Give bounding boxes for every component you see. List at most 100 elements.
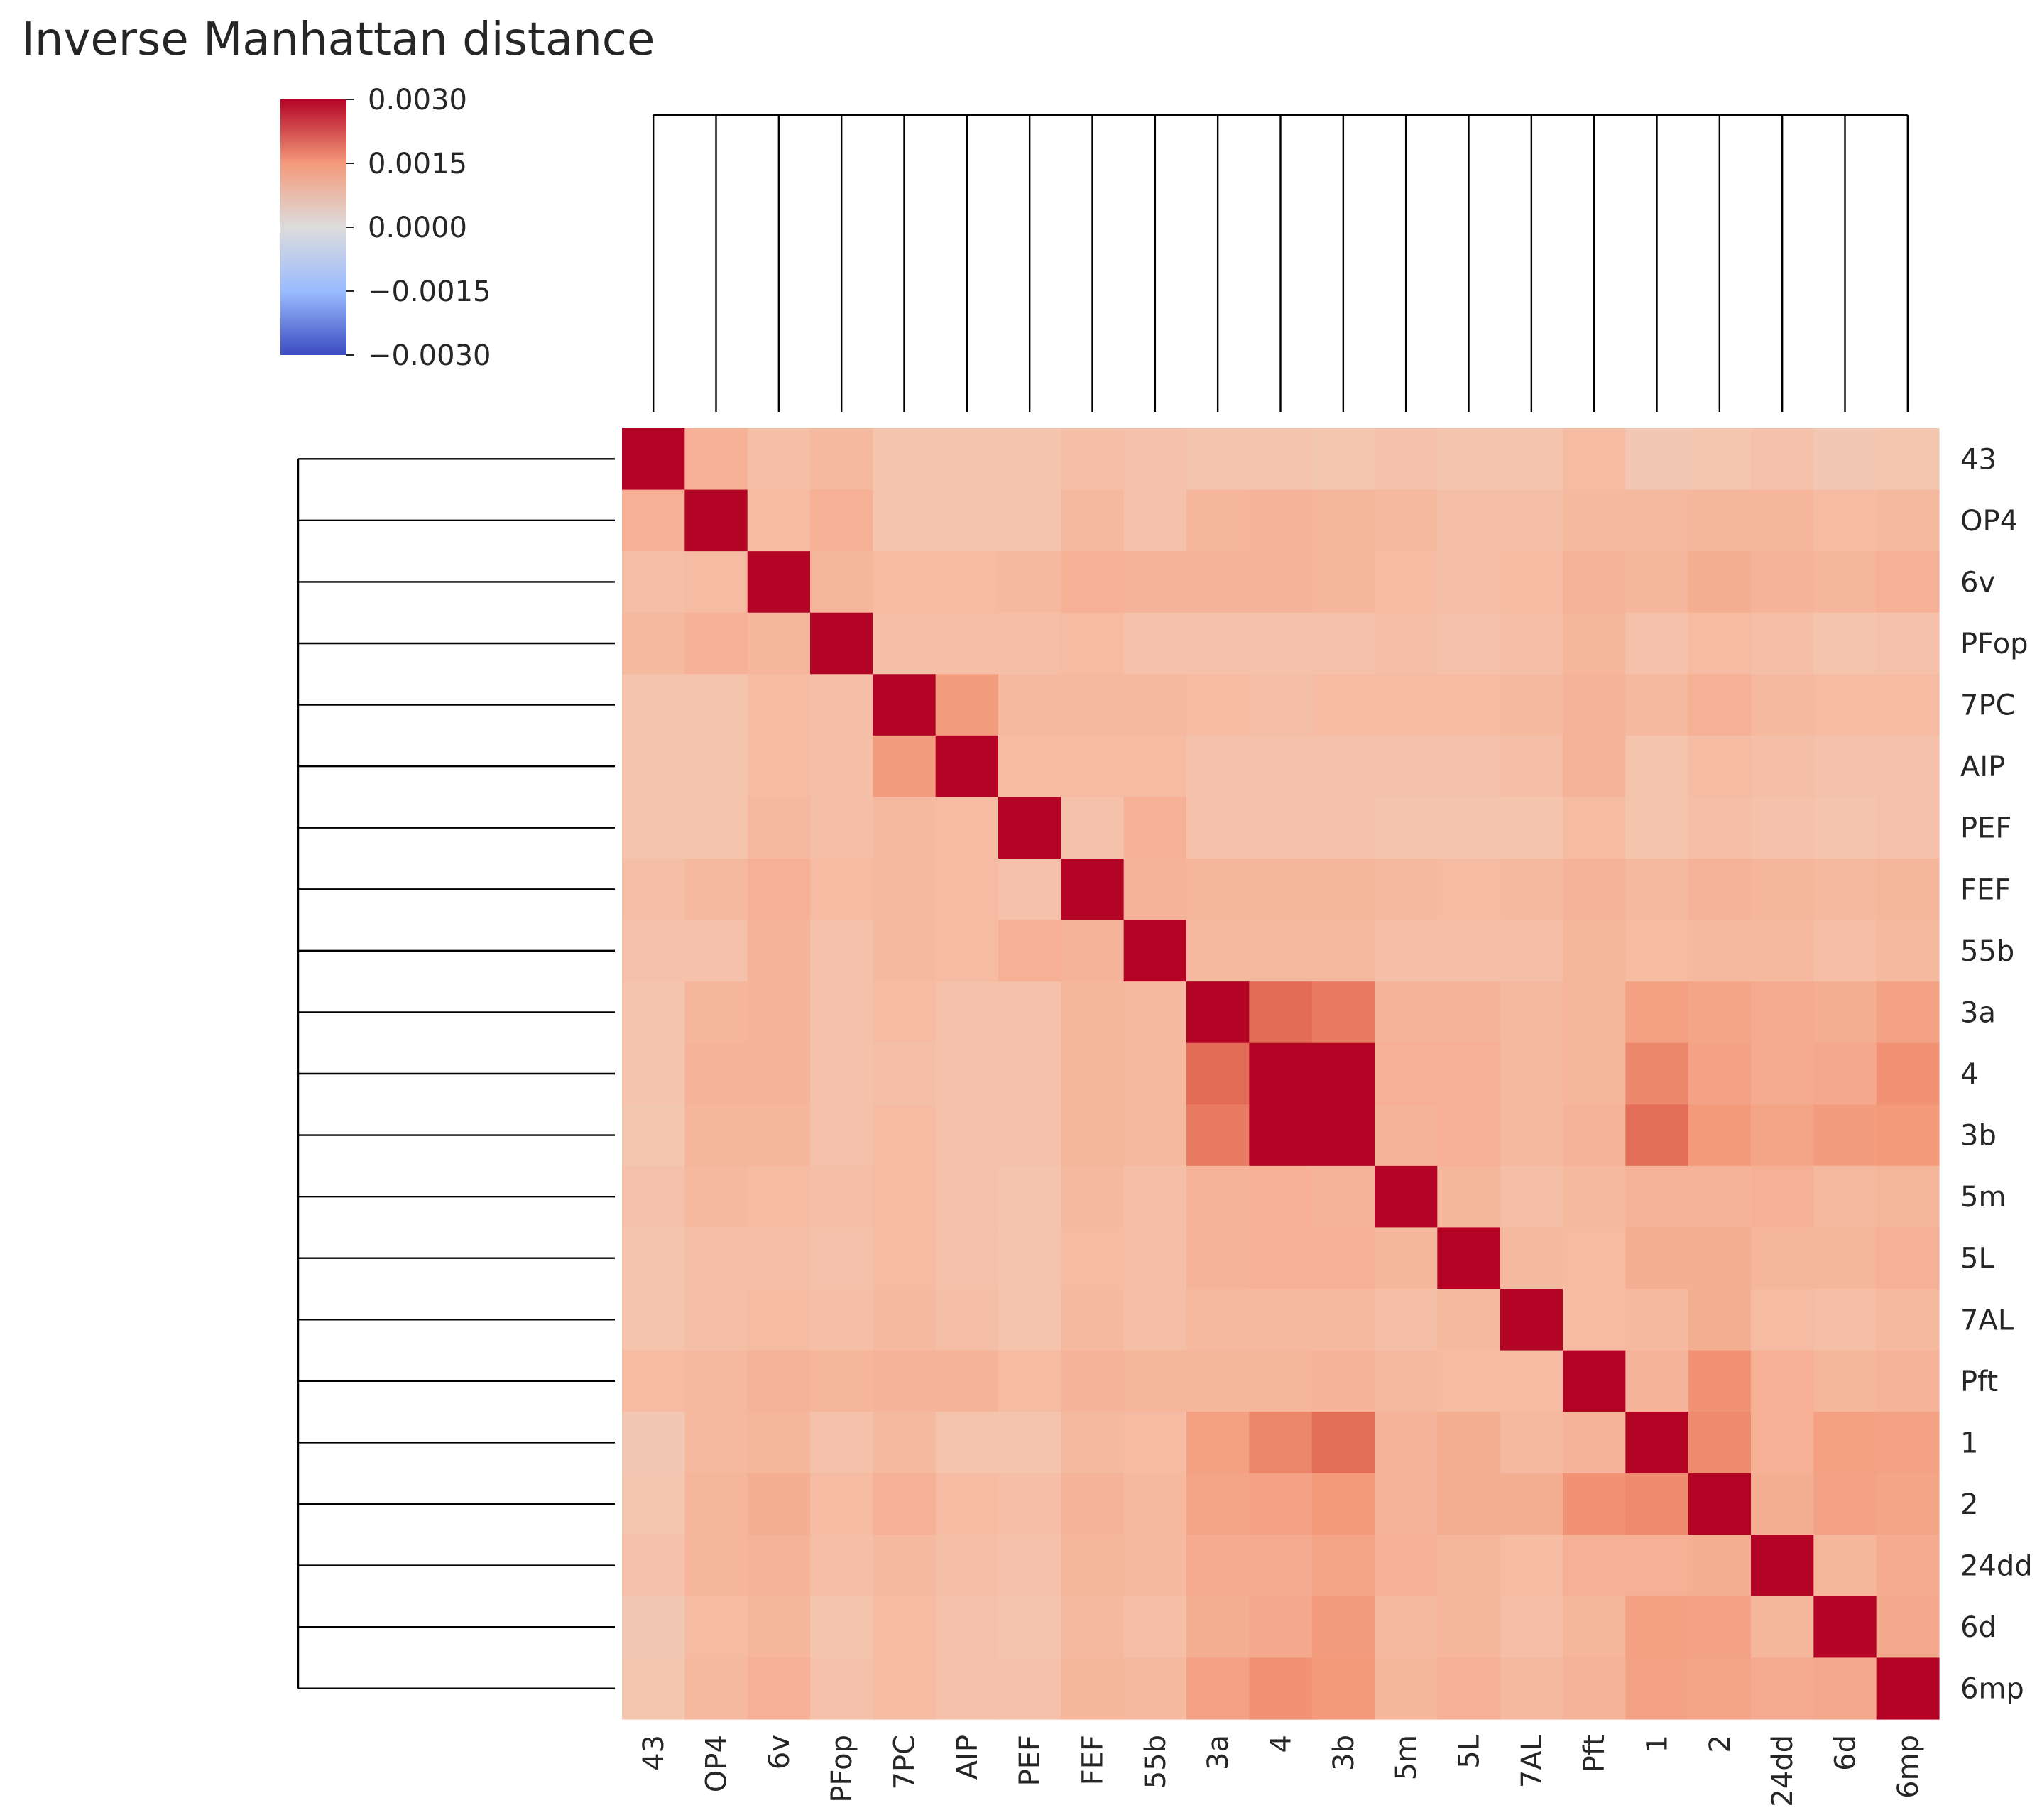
heatmap-cell — [998, 1042, 1061, 1105]
column-label: 6mp — [1892, 1735, 1925, 1799]
heatmap-cell — [1813, 1227, 1877, 1290]
heatmap-cell — [1375, 1473, 1438, 1535]
heatmap-cell — [935, 1412, 999, 1474]
heatmap-cell — [1123, 1289, 1187, 1351]
heatmap-cell — [1249, 1227, 1313, 1290]
heatmap-cell — [1311, 1104, 1375, 1167]
heatmap-cell — [1751, 1227, 1814, 1290]
heatmap-cell — [810, 1227, 873, 1290]
heatmap-cell — [998, 1350, 1061, 1412]
heatmap-cell — [935, 1596, 999, 1659]
heatmap-cell — [1249, 1104, 1313, 1167]
heatmap-cell — [935, 981, 999, 1044]
heatmap-cell — [935, 674, 999, 736]
heatmap-cell — [1813, 1412, 1877, 1474]
heatmap-cell — [873, 735, 937, 798]
heatmap-cell — [747, 859, 811, 921]
heatmap-cell — [1437, 1104, 1501, 1167]
heatmap-cell — [1813, 1289, 1877, 1351]
heatmap-cell — [1123, 981, 1187, 1044]
heatmap-cell — [873, 1350, 937, 1412]
heatmap-cell — [873, 612, 937, 675]
heatmap-cell — [1311, 1473, 1375, 1535]
heatmap-cell — [1688, 428, 1752, 491]
heatmap-cell — [1751, 428, 1814, 491]
heatmap-cell — [747, 1350, 811, 1412]
heatmap-cell — [1186, 1227, 1250, 1290]
heatmap-cell — [1625, 1289, 1689, 1351]
heatmap-cell — [1688, 1412, 1752, 1474]
row-label: AIP — [1960, 751, 2005, 783]
heatmap-cell — [1437, 797, 1501, 859]
heatmap-cell — [1186, 489, 1250, 552]
row-label: 6v — [1960, 566, 1995, 599]
heatmap-cell — [1249, 489, 1313, 552]
heatmap-cell — [1876, 1042, 1940, 1105]
heatmap-cell — [622, 1350, 685, 1412]
heatmap-cell — [1249, 1535, 1313, 1597]
heatmap-cell — [1688, 1657, 1752, 1720]
heatmap-cell — [998, 428, 1061, 491]
heatmap-cell — [998, 551, 1061, 614]
heatmap-cell — [1249, 920, 1313, 982]
heatmap-cell — [1249, 551, 1313, 614]
heatmap-cell — [1688, 859, 1752, 921]
heatmap-cell — [1563, 1104, 1626, 1167]
column-label: 6v — [763, 1735, 796, 1770]
heatmap-cell — [684, 735, 748, 798]
heatmap-cell — [1813, 1535, 1877, 1597]
heatmap-cell — [1375, 735, 1438, 798]
heatmap-cell — [622, 612, 685, 675]
column-label: 2 — [1704, 1735, 1737, 1753]
heatmap-cell — [935, 551, 999, 614]
column-label: PEF — [1014, 1735, 1047, 1786]
heatmap-cell — [1311, 1350, 1375, 1412]
row-label: 3a — [1960, 996, 1996, 1029]
heatmap-cell — [1751, 489, 1814, 552]
heatmap-cell — [1375, 859, 1438, 921]
heatmap-cell — [622, 551, 685, 614]
heatmap-cell — [1061, 1657, 1125, 1720]
heatmap-cell — [1563, 735, 1626, 798]
heatmap-cell — [810, 1596, 873, 1659]
heatmap-cell — [622, 674, 685, 736]
heatmap-cell — [998, 920, 1061, 982]
heatmap-cell — [1311, 489, 1375, 552]
heatmap-cell — [1563, 981, 1626, 1044]
heatmap-cell — [1375, 1657, 1438, 1720]
row-label: 55b — [1960, 935, 2014, 968]
heatmap-cell — [1375, 1165, 1438, 1228]
colorbar-tick-label: 0.0030 — [368, 84, 467, 116]
heatmap-cell — [1688, 1104, 1752, 1167]
column-label: 43 — [638, 1735, 670, 1771]
heatmap-cell — [1061, 1289, 1125, 1351]
heatmap-cell — [1688, 1473, 1752, 1535]
heatmap-cell — [684, 674, 748, 736]
heatmap-cell — [1311, 981, 1375, 1044]
heatmap-cell — [998, 797, 1061, 859]
heatmap-cell — [1625, 797, 1689, 859]
heatmap-cell — [747, 920, 811, 982]
heatmap-cell — [998, 1104, 1061, 1167]
heatmap-cell — [747, 1596, 811, 1659]
heatmap-cell — [684, 1165, 748, 1228]
heatmap-cell — [1876, 1412, 1940, 1474]
heatmap-cell — [1688, 1596, 1752, 1659]
heatmap-cell — [1688, 735, 1752, 798]
heatmap-cell — [1625, 551, 1689, 614]
heatmap-cell — [1876, 1350, 1940, 1412]
heatmap-cell — [622, 920, 685, 982]
heatmap-cell — [1688, 551, 1752, 614]
heatmap-cell — [1186, 981, 1250, 1044]
row-label: Pft — [1960, 1366, 1998, 1398]
heatmap-cell — [747, 489, 811, 552]
heatmap-cell — [998, 1165, 1061, 1228]
heatmap-cell — [1876, 551, 1940, 614]
heatmap-cell — [1500, 674, 1563, 736]
heatmap-cells — [622, 428, 1940, 1720]
row-label: 6mp — [1960, 1673, 2024, 1706]
heatmap-cell — [1813, 1596, 1877, 1659]
heatmap-cell — [810, 674, 873, 736]
heatmap-cell — [684, 1657, 748, 1720]
